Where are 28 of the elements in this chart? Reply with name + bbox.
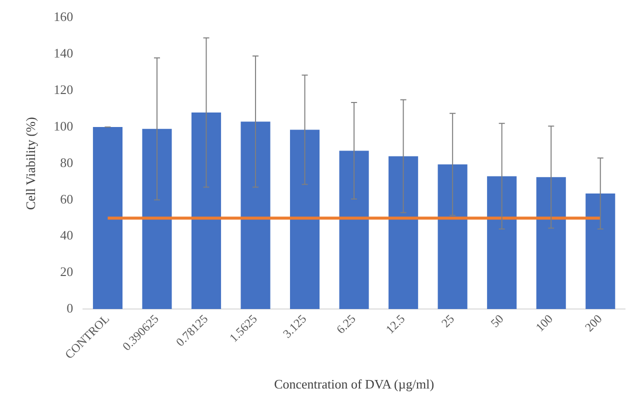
bar xyxy=(290,130,320,310)
y-tick-label: 20 xyxy=(60,264,74,280)
y-tick-label: 40 xyxy=(60,228,74,243)
y-tick-label: 100 xyxy=(54,118,74,134)
bar xyxy=(487,176,517,310)
x-tick-label: 200 xyxy=(582,312,605,334)
bar xyxy=(388,156,418,310)
bar xyxy=(142,128,172,310)
y-tick-label: 80 xyxy=(60,154,74,170)
x-axis-title: Concentration of DVA (µg/ml) xyxy=(274,376,434,392)
bar xyxy=(438,164,468,310)
y-tick-label: 160 xyxy=(54,9,74,24)
x-tick-label: 100 xyxy=(532,312,556,334)
bar xyxy=(586,194,616,310)
bar xyxy=(536,177,566,310)
bar xyxy=(339,150,369,310)
y-tick-label: 140 xyxy=(54,46,74,61)
bar xyxy=(191,112,222,310)
y-tick-label: 60 xyxy=(60,191,74,206)
y-tick-label: 0 xyxy=(66,300,74,316)
x-tick-label: 12.5 xyxy=(382,312,408,336)
bar xyxy=(240,122,270,310)
y-axis-title: Cell Viability (%) xyxy=(23,117,38,210)
x-tick-label: 25 xyxy=(438,312,457,330)
x-tick-label: 6.25 xyxy=(334,312,358,336)
x-tick-label: 50 xyxy=(488,312,506,330)
bar xyxy=(92,127,123,310)
y-tick-label: 120 xyxy=(54,82,74,98)
